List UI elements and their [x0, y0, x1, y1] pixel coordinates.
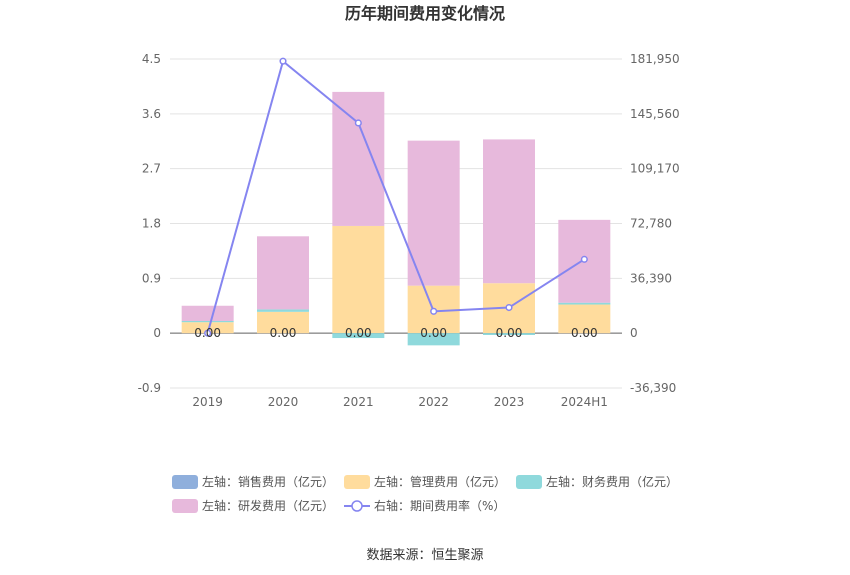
data-label: 0.00: [345, 326, 372, 340]
rate-line: [204, 57, 588, 337]
bar-segment: [181, 305, 234, 321]
bar-segment: [483, 139, 535, 284]
grid: [170, 58, 622, 389]
rate-point: [505, 304, 513, 312]
bar-segment: [332, 225, 385, 334]
data-label: 0.00: [496, 326, 523, 340]
right-tick-label: -36,390: [630, 381, 676, 395]
right-tick-label: 181,950: [630, 52, 680, 66]
legend-swatch: [516, 475, 542, 489]
data-label: 0.00: [270, 326, 297, 340]
rate-point: [204, 329, 212, 337]
x-tick-label: 2021: [343, 395, 374, 409]
bar-segment: [257, 236, 309, 310]
data-label: 0.00: [194, 326, 221, 340]
right-tick-label: 36,390: [630, 271, 672, 285]
bar-segment: [483, 333, 535, 335]
rate-point: [279, 57, 287, 65]
bar-segment: [181, 320, 234, 323]
legend-label: 左轴：财务费用（亿元）: [546, 474, 678, 489]
chart-title: 历年期间费用变化情况: [345, 4, 505, 23]
x-tick-label: 2019: [192, 395, 223, 409]
left-tick-label: 1.8: [142, 217, 161, 231]
data-label: 0.00: [571, 326, 598, 340]
left-tick-label: 4.5: [142, 52, 161, 66]
bar-segment: [257, 309, 309, 312]
right-tick-label: 72,780: [630, 217, 672, 231]
left-tick-label: -0.9: [138, 381, 161, 395]
rate-point: [430, 307, 438, 315]
x-tick-label: 2022: [418, 395, 449, 409]
x-axis: 2019 2020 2021 2022 2023 2024H1: [192, 395, 608, 409]
data-labels: 0.00 0.00 0.00 0.00 0.00 0.00: [194, 326, 597, 340]
legend-label: 左轴：管理费用（亿元）: [374, 474, 506, 489]
legend: 左轴：销售费用（亿元） 左轴：管理费用（亿元） 左轴：财务费用（亿元） 左轴：研发费用…: [172, 474, 678, 513]
legend-label: 左轴：销售费用（亿元）: [202, 474, 334, 489]
bar-segment: [332, 333, 385, 339]
bar-segment: [332, 91, 385, 226]
left-tick-label: 2.7: [142, 162, 161, 176]
legend-swatch: [172, 475, 198, 489]
right-tick-label: 109,170: [630, 162, 680, 176]
left-tick-label: 3.6: [142, 107, 161, 121]
data-label: 0.00: [420, 326, 447, 340]
x-tick-label: 2020: [268, 395, 299, 409]
right-tick-label: 145,560: [630, 107, 680, 121]
legend-swatch: [172, 499, 198, 513]
legend-label: 左轴：研发费用（亿元）: [202, 498, 334, 513]
rate-point: [354, 119, 362, 127]
left-tick-label: 0: [153, 326, 161, 340]
bar-segment: [407, 333, 460, 346]
legend-label: 右轴：期间费用率（%）: [374, 498, 505, 513]
right-tick-label: 0: [630, 326, 638, 340]
bars: [181, 91, 611, 346]
bar-segment: [558, 302, 611, 305]
bar-segment: [257, 311, 309, 334]
data-source: 数据来源：恒生聚源: [366, 548, 483, 563]
bar-segment: [181, 322, 234, 334]
x-tick-label: 2023: [494, 395, 525, 409]
rate-point: [580, 255, 588, 263]
rate-line-path: [206, 59, 585, 334]
bar-segment: [558, 304, 611, 334]
left-tick-label: 0.9: [142, 271, 161, 285]
left-axis: -0.9 0 0.9 1.8 2.7 3.6 4.5: [138, 52, 161, 395]
legend-line-marker: [351, 500, 363, 512]
right-axis: -36,390 0 36,390 72,780 109,170 145,560 181,95…: [630, 52, 680, 395]
x-tick-label: 2024H1: [561, 395, 608, 409]
legend-swatch: [344, 475, 370, 489]
bar-segment: [407, 140, 460, 286]
